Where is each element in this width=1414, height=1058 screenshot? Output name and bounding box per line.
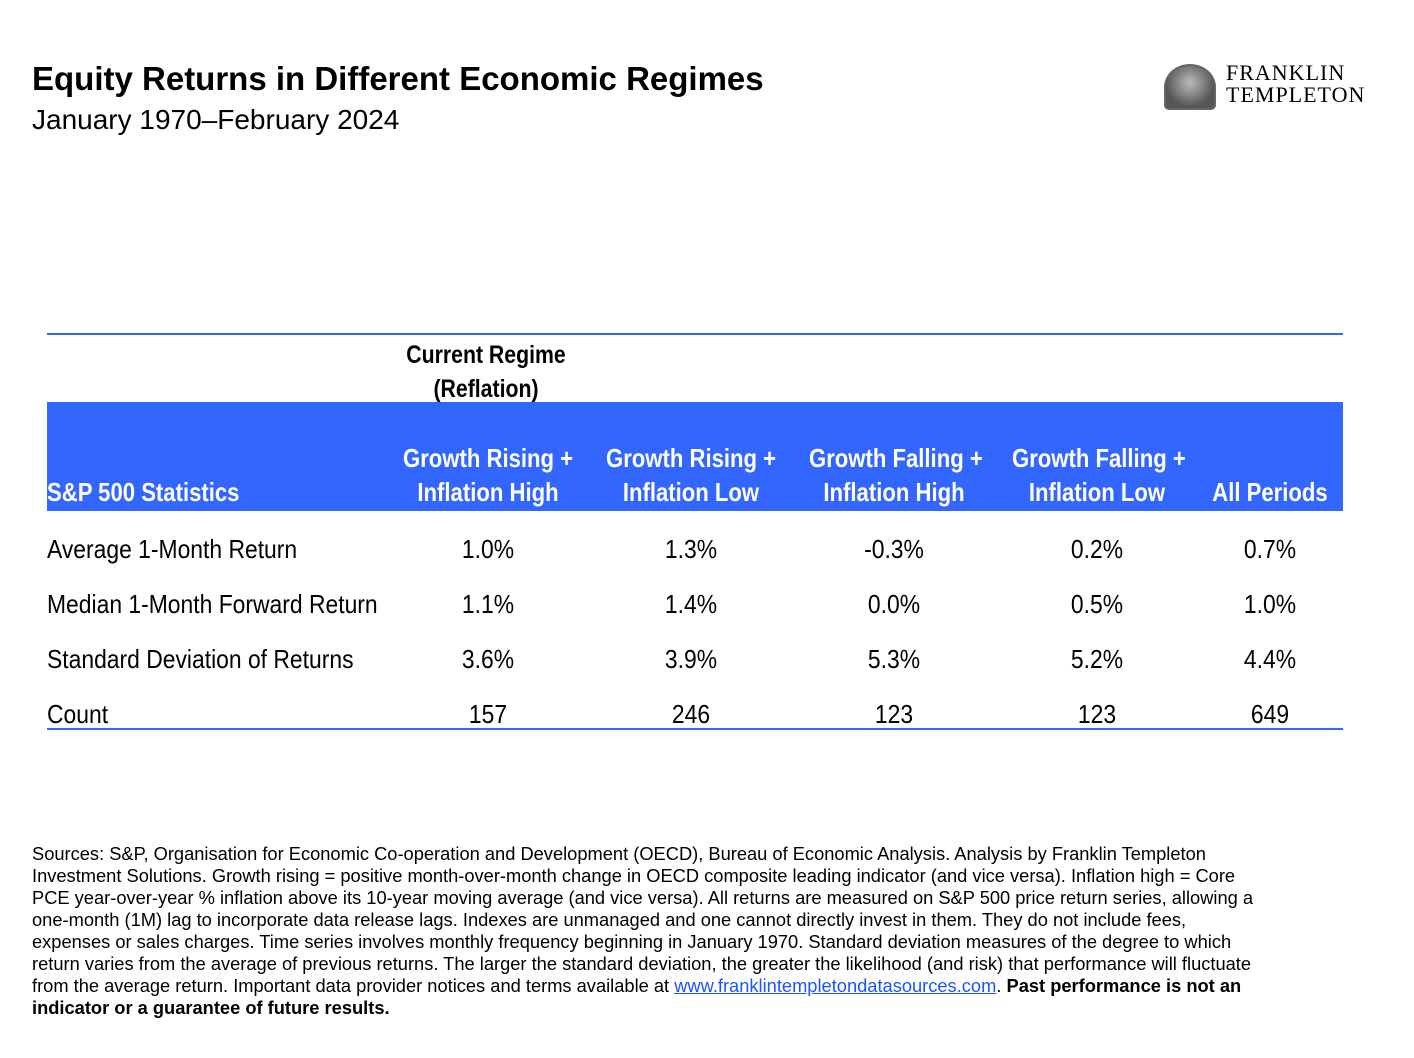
column-header-statistics: S&P 500 Statistics [47, 477, 240, 507]
table-cell: 0.2% [1070, 534, 1124, 564]
table-cell: 1.3% [664, 534, 718, 564]
table-cell: 1.0% [461, 534, 515, 564]
table-cell: 1.4% [664, 589, 718, 619]
data-sources-link[interactable]: www.franklintempletondatasources.com [674, 975, 997, 996]
table-row: Standard Deviation of Returns 3.6% 3.9% 5.3… [47, 632, 1343, 687]
table-cell: 0.5% [1070, 589, 1124, 619]
table-cell: 5.3% [867, 644, 921, 674]
table-cell: 649 [1250, 699, 1290, 729]
row-label: Median 1-Month Forward Return [47, 589, 378, 619]
column-header-falling-high: Growth Falling + Inflation High [809, 443, 983, 507]
table-row: Average 1-Month Return 1.0% 1.3% -0.3% 0.2% 0… [47, 522, 1343, 577]
table-cell: 1.0% [1243, 589, 1297, 619]
table-row: Count 157 246 123 123 649 [47, 687, 1343, 742]
table-cell: 123 [874, 699, 914, 729]
table-cell: 0.0% [867, 589, 921, 619]
page-subtitle: January 1970–February 2024 [32, 104, 400, 135]
table-row: Median 1-Month Forward Return 1.1% 1.4% 0.0… [47, 577, 1343, 632]
logo-line-2: TEMPLETON [1226, 82, 1366, 107]
footnote: Sources: S&P, Organisation for Economic … [32, 843, 1254, 1018]
table-cell: 157 [468, 699, 508, 729]
page-title: Equity Returns in Different Economic Reg… [32, 60, 764, 97]
column-header-rising-high: Growth Rising + Inflation High [403, 443, 574, 507]
table-cell: 0.7% [1243, 534, 1297, 564]
table-bottom-rule [47, 728, 1343, 730]
column-header-all-periods: All Periods [1212, 477, 1328, 507]
franklin-templeton-logo: FRANKLIN TEMPLETON [1162, 60, 1387, 110]
logo-line-1: FRANKLIN [1226, 60, 1346, 85]
portrait-icon [1164, 64, 1216, 110]
table-cell: 123 [1077, 699, 1117, 729]
row-label: Average 1-Month Return [47, 534, 298, 564]
current-regime-label: Current Regime (Reflation) [406, 341, 566, 403]
table-cell: 3.9% [664, 644, 718, 674]
row-label: Standard Deviation of Returns [47, 644, 354, 674]
column-header-falling-low: Growth Falling + Inflation Low [1012, 443, 1186, 507]
row-label: Count [47, 699, 109, 729]
table-cell: 3.6% [461, 644, 515, 674]
column-header-rising-low: Growth Rising + Inflation Low [606, 443, 777, 507]
table-cell: 4.4% [1243, 644, 1297, 674]
table-cell: 1.1% [461, 589, 515, 619]
table-cell: 5.2% [1070, 644, 1124, 674]
disclaimer: Past performance is not an [1006, 975, 1242, 996]
table-cell: 246 [671, 699, 711, 729]
disclaimer-2: indicator or a guarantee of future resul… [32, 997, 390, 1018]
table-cell: -0.3% [864, 534, 924, 564]
table-header: S&P 500 Statistics Growth Rising + Inflat… [47, 402, 1343, 511]
table-top-rule [47, 333, 1343, 335]
